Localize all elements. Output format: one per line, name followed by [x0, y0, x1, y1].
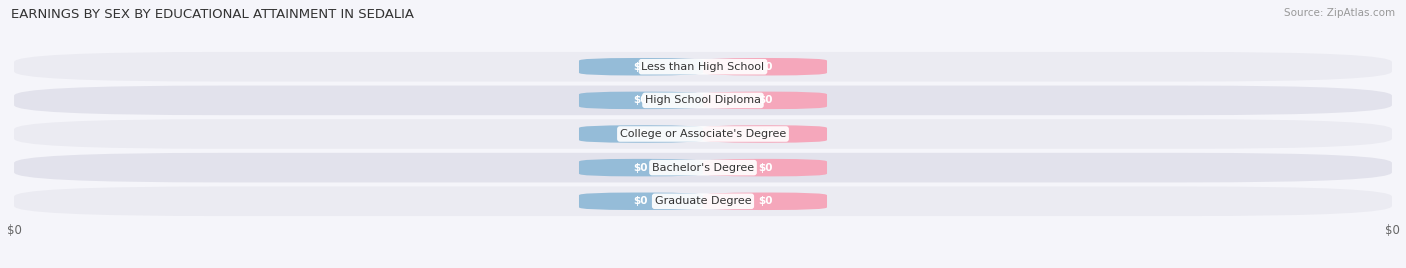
- FancyBboxPatch shape: [703, 92, 827, 109]
- Text: $0: $0: [634, 163, 648, 173]
- FancyBboxPatch shape: [579, 58, 703, 76]
- Text: Bachelor's Degree: Bachelor's Degree: [652, 163, 754, 173]
- FancyBboxPatch shape: [703, 125, 827, 143]
- FancyBboxPatch shape: [14, 187, 1392, 216]
- Text: $0: $0: [634, 196, 648, 206]
- FancyBboxPatch shape: [579, 192, 703, 210]
- Text: $0: $0: [634, 129, 648, 139]
- FancyBboxPatch shape: [703, 159, 827, 176]
- FancyBboxPatch shape: [579, 125, 703, 143]
- Text: $0: $0: [758, 62, 772, 72]
- FancyBboxPatch shape: [703, 192, 827, 210]
- Text: Source: ZipAtlas.com: Source: ZipAtlas.com: [1284, 8, 1395, 18]
- FancyBboxPatch shape: [579, 159, 703, 176]
- Text: $0: $0: [634, 95, 648, 105]
- Text: $0: $0: [758, 163, 772, 173]
- Text: High School Diploma: High School Diploma: [645, 95, 761, 105]
- FancyBboxPatch shape: [14, 153, 1392, 183]
- FancyBboxPatch shape: [14, 85, 1392, 115]
- Text: $0: $0: [634, 62, 648, 72]
- Text: $0: $0: [758, 129, 772, 139]
- FancyBboxPatch shape: [14, 52, 1392, 81]
- FancyBboxPatch shape: [14, 119, 1392, 149]
- Text: Graduate Degree: Graduate Degree: [655, 196, 751, 206]
- FancyBboxPatch shape: [703, 58, 827, 76]
- Text: College or Associate's Degree: College or Associate's Degree: [620, 129, 786, 139]
- Text: Less than High School: Less than High School: [641, 62, 765, 72]
- Text: EARNINGS BY SEX BY EDUCATIONAL ATTAINMENT IN SEDALIA: EARNINGS BY SEX BY EDUCATIONAL ATTAINMEN…: [11, 8, 415, 21]
- Text: $0: $0: [758, 196, 772, 206]
- FancyBboxPatch shape: [579, 92, 703, 109]
- Text: $0: $0: [758, 95, 772, 105]
